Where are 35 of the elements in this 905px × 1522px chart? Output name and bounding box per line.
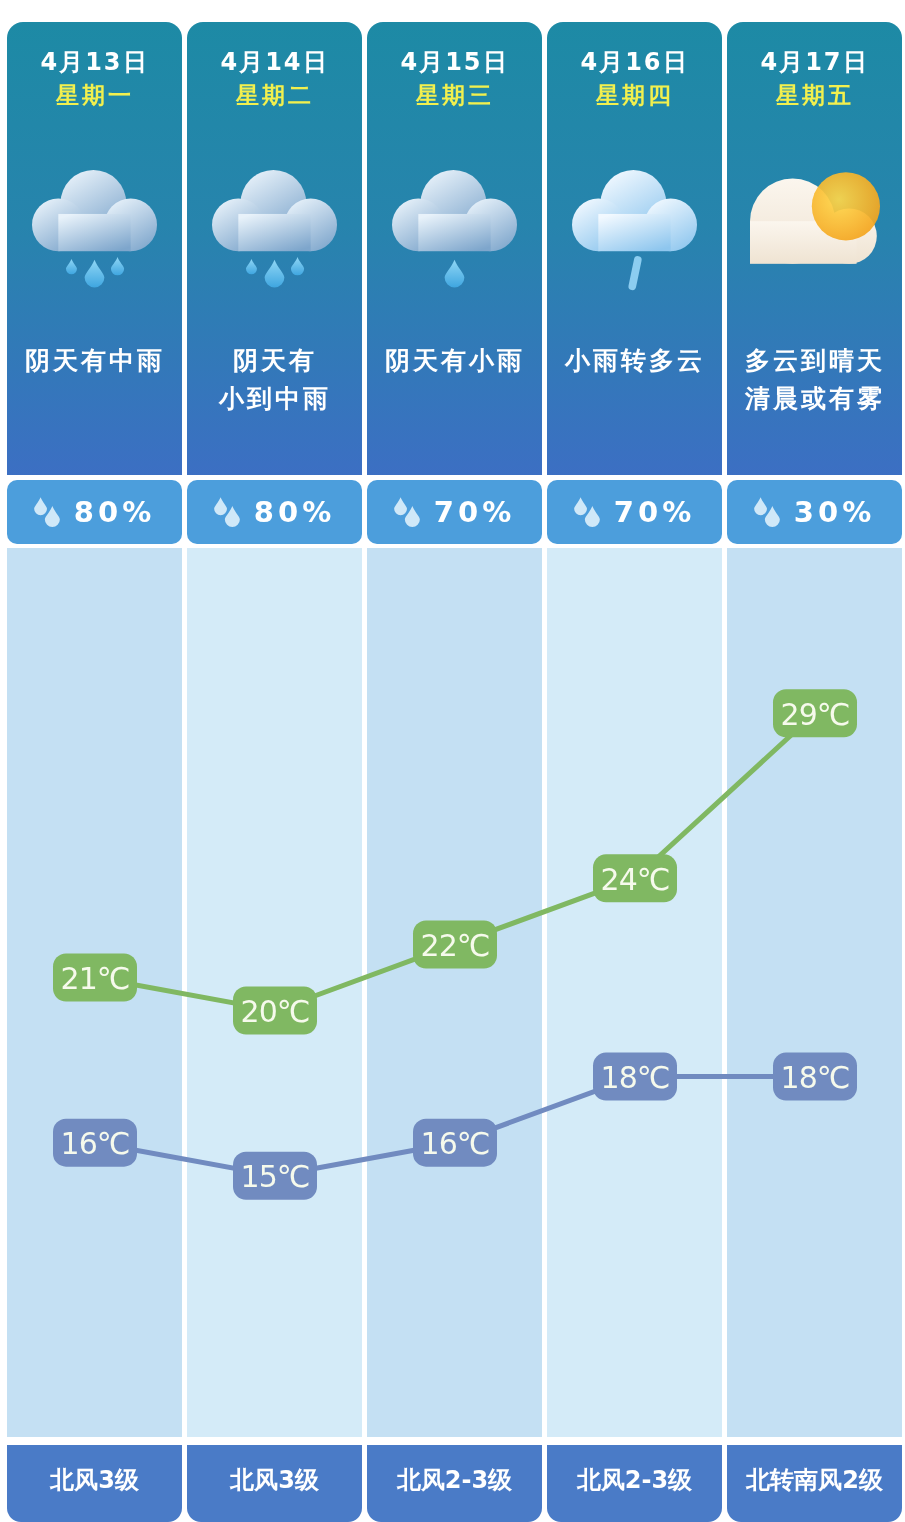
x-tick-label: 4月15日 — [399, 47, 510, 78]
data-label: 18℃ — [780, 1060, 850, 1096]
text: 小雨转多云 — [563, 345, 706, 377]
data-label: 20℃ — [240, 994, 310, 1030]
data-label: 21℃ — [60, 960, 130, 996]
text: 北风2-3级 — [395, 1465, 514, 1496]
data-label: 22℃ — [420, 927, 490, 963]
text: 星期五 — [774, 81, 855, 110]
text: 星期三 — [414, 81, 495, 110]
text: 70% — [613, 495, 696, 529]
text: 星期四 — [594, 81, 675, 110]
text: 阴天有中雨 — [23, 345, 166, 377]
data-label: 16℃ — [420, 1126, 490, 1162]
data-label: 18℃ — [600, 1060, 670, 1096]
text: 阴天有小到中雨 — [217, 345, 332, 415]
text: 阴天有小雨 — [383, 345, 526, 377]
text: 北转南风2级 — [745, 1465, 884, 1496]
text: 北风2-3级 — [575, 1465, 694, 1496]
text: 80% — [73, 495, 156, 529]
data-label: 16℃ — [60, 1126, 130, 1162]
text: 北风3级 — [49, 1465, 140, 1496]
data-label: 15℃ — [240, 1159, 310, 1195]
text: 70% — [433, 495, 516, 529]
text: 星期一 — [54, 81, 135, 110]
x-tick-label: 4月17日 — [759, 47, 870, 78]
text: 北风3级 — [229, 1465, 320, 1496]
x-tick-label: 4月13日 — [39, 47, 150, 78]
text: 星期二 — [234, 81, 315, 110]
x-tick-label: 4月16日 — [579, 47, 690, 78]
data-label: 29℃ — [780, 696, 850, 732]
text: 多云到晴天清晨或有雾 — [743, 345, 886, 415]
data-label: 24℃ — [600, 861, 670, 897]
text: 30% — [793, 495, 876, 529]
x-tick-label: 4月14日 — [219, 47, 330, 78]
text: 80% — [253, 495, 336, 529]
